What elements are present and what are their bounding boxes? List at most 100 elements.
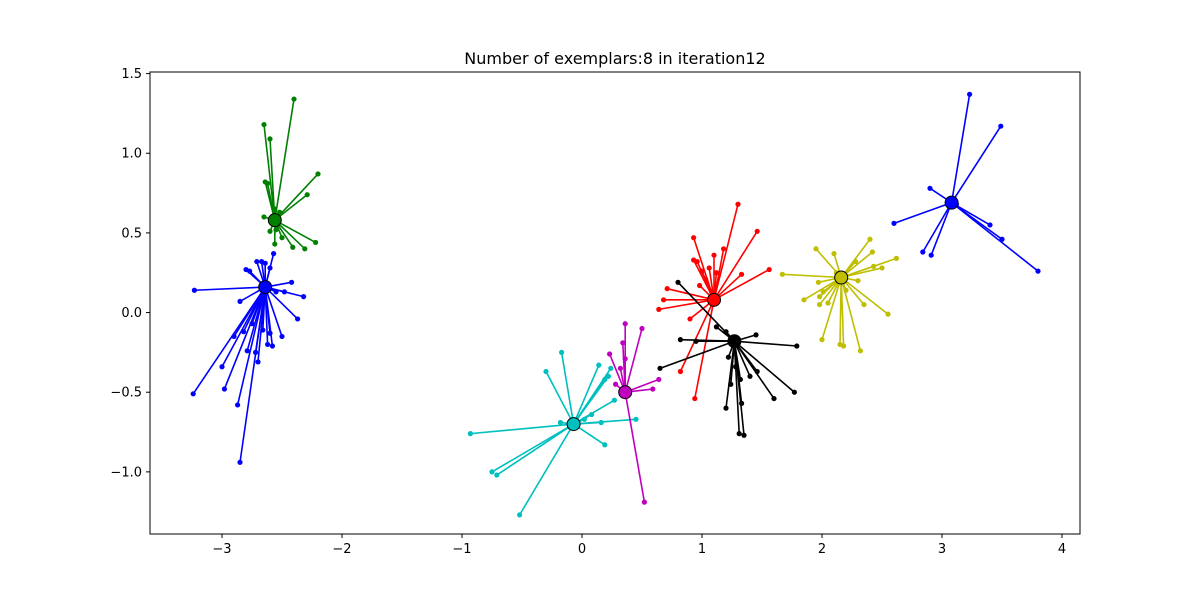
- cluster-3-point-14: [611, 397, 618, 403]
- cluster-7: [779, 236, 900, 354]
- cluster-4-link-9: [624, 392, 646, 503]
- cluster-6-point-16: [794, 343, 800, 349]
- y-tick-label: 0.5: [121, 226, 142, 241]
- cluster-2-link-6: [236, 286, 266, 406]
- cluster-5-exemplar: [707, 292, 721, 307]
- x-tick-label: 0: [578, 542, 586, 557]
- cluster-4-point-5: [622, 356, 628, 362]
- cluster-1-point-3: [291, 96, 297, 102]
- cluster-5-point-1: [656, 306, 662, 312]
- cluster-3-point-10: [589, 411, 595, 418]
- cluster-6-point-10: [736, 431, 742, 437]
- cluster-7-point-8: [825, 300, 831, 306]
- cluster-7-point-1: [779, 271, 786, 277]
- cluster-8-link-2: [922, 202, 953, 253]
- cluster-7-point-13: [843, 287, 849, 293]
- cluster-7-point-3: [813, 246, 819, 252]
- cluster-3-link-2: [491, 423, 575, 473]
- cluster-8-link-3: [930, 202, 953, 256]
- cluster-6-point-15: [771, 395, 777, 402]
- cluster-7-point-7: [820, 289, 826, 295]
- cluster-6-point-8: [733, 364, 739, 370]
- cluster-7-link-1: [782, 273, 842, 279]
- cluster-7-exemplar: [834, 270, 849, 285]
- cluster-1-point-17: [277, 209, 283, 215]
- cluster-1-point-4: [315, 171, 321, 177]
- cluster-2-link-28: [246, 286, 266, 352]
- cluster-6-link-12: [733, 341, 743, 404]
- cluster-3-point-6: [559, 349, 565, 355]
- cluster-2-point-7: [237, 459, 243, 465]
- cluster-5-point-21: [692, 395, 698, 402]
- cluster-2-link-1: [194, 286, 266, 292]
- cluster-3-point-15: [633, 416, 639, 422]
- cluster-2-link-24: [264, 286, 299, 320]
- cluster-3-point-16: [602, 442, 608, 448]
- cluster-4-point-3: [607, 351, 613, 357]
- cluster-6-link-17: [733, 340, 795, 393]
- cluster-2-point-2: [190, 391, 196, 397]
- cluster-1-point-11: [267, 228, 273, 234]
- cluster-1-point-15: [262, 179, 268, 185]
- cluster-2-point-19: [269, 343, 275, 349]
- y-tick-label: 1.0: [121, 147, 142, 162]
- cluster-4-point-7: [650, 386, 656, 392]
- cluster-7-link-2: [803, 276, 842, 301]
- chart-title: Number of exemplars:8 in iteration12: [464, 49, 765, 68]
- cluster-2-point-23: [301, 294, 307, 300]
- cluster-5-point-19: [661, 297, 667, 303]
- cluster-8-link-6: [950, 125, 1002, 204]
- cluster-3-point-3: [494, 472, 500, 478]
- cluster-8-point-5: [967, 91, 973, 97]
- cluster-7-point-20: [879, 265, 885, 271]
- cluster-2-point-28: [244, 348, 250, 354]
- cluster-4: [607, 321, 662, 505]
- cluster-4-point-10: [613, 381, 619, 387]
- cluster-8: [891, 91, 1041, 274]
- cluster-3-point-5: [543, 368, 549, 375]
- y-tick-label: −0.5: [110, 386, 142, 401]
- cluster-7-point-24: [817, 294, 823, 300]
- cluster-4-link-2: [624, 328, 643, 393]
- cluster-2-link-29: [242, 286, 266, 333]
- cluster-2-point-1: [191, 287, 197, 293]
- cluster-8-exemplar: [944, 195, 959, 210]
- axes-frame: [149, 71, 1081, 535]
- cluster-3-link-18: [572, 375, 610, 425]
- cluster-3-link-5: [545, 371, 575, 425]
- cluster-2-point-5: [231, 333, 237, 340]
- cluster-2-point-12: [254, 258, 260, 265]
- cluster-7-point-9: [831, 251, 837, 257]
- cluster-6-link-20: [730, 341, 736, 385]
- cluster-5-point-3: [677, 368, 684, 375]
- cluster-8-link-9: [951, 202, 1039, 272]
- cluster-1-exemplar: [267, 213, 282, 228]
- cluster-3-point-18: [605, 373, 612, 379]
- cluster-3-link-14: [573, 399, 615, 425]
- cluster-3-link-1: [470, 423, 574, 435]
- cluster-4-exemplar: [618, 385, 633, 400]
- y-tick-label: 1.5: [121, 67, 142, 82]
- cluster-2-point-6: [235, 402, 241, 408]
- x-tick-label: −3: [212, 542, 231, 557]
- cluster-2-point-29: [241, 329, 247, 335]
- axes: −3 −2 −1 0 1 2 3 4 −1.0 −0.5 0.0 0.5 1.0 1.5: [110, 67, 1066, 557]
- cluster-3-point-7: [557, 419, 564, 426]
- cluster-4-point-9: [641, 499, 648, 505]
- cluster-5-link-2: [667, 287, 715, 301]
- cluster-5-point-7: [697, 282, 703, 289]
- cluster-2-point-16: [271, 251, 277, 257]
- cluster-5-point-5: [691, 235, 697, 241]
- cluster-5-link-15: [713, 204, 739, 301]
- cluster-5-point-15: [735, 201, 741, 207]
- cluster-5-link-1: [658, 299, 715, 311]
- cluster-6-point-20: [728, 381, 734, 387]
- cluster-7-link-12: [840, 277, 845, 347]
- cluster-4-point-4: [620, 340, 626, 346]
- cluster-6-link-16: [734, 340, 797, 347]
- cluster-1-link-1: [263, 124, 276, 221]
- cluster-6-point-7: [723, 405, 729, 411]
- cluster-3-link-11: [572, 364, 600, 425]
- cluster-7-link-21: [840, 276, 889, 315]
- cluster-8-point-3: [928, 252, 934, 258]
